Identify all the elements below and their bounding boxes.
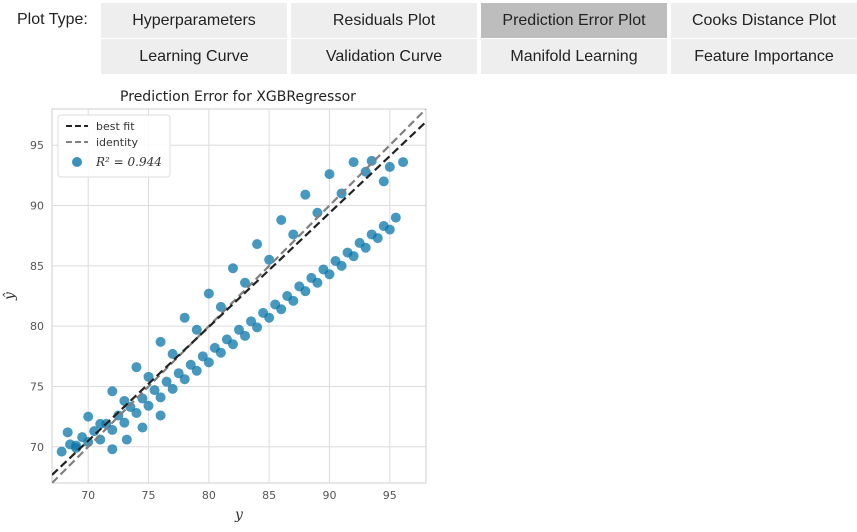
x-tick-label: 85 — [262, 489, 276, 502]
best-fit-line — [52, 121, 426, 476]
y-tick-label: 75 — [30, 380, 44, 393]
scatter-point — [131, 362, 142, 373]
scatter-point — [384, 161, 395, 172]
scatter-point — [56, 446, 67, 457]
scatter-point — [137, 422, 148, 433]
scatter-point — [300, 189, 311, 200]
prediction-error-chart: Prediction Error for XGBRegressor 70 75 80… — [0, 82, 440, 528]
x-tick-label: 95 — [383, 489, 397, 502]
legend-identity-label: identity — [96, 136, 138, 149]
scatter-point — [95, 418, 106, 429]
option-validation-curve[interactable]: Validation Curve — [291, 39, 477, 74]
scatter-point — [336, 260, 347, 271]
scatter-point — [227, 263, 238, 274]
scatter-point — [215, 347, 226, 358]
scatter-point — [155, 410, 166, 421]
scatter-point — [119, 417, 130, 428]
legend-box — [57, 114, 171, 178]
scatter-point — [121, 434, 132, 445]
scatter-point — [83, 411, 94, 422]
scatter-point — [71, 440, 82, 451]
scatter-point — [131, 408, 142, 419]
legend-r2-label: R² = 0.944 — [95, 155, 162, 169]
scatter-point — [215, 301, 226, 312]
x-tick-label: 80 — [202, 489, 216, 502]
scatter-point — [149, 385, 160, 396]
scatter-point — [191, 324, 202, 335]
scatter-point — [155, 336, 166, 347]
scatter-point — [372, 233, 383, 244]
legend-points-swatch — [72, 157, 82, 167]
scatter-point — [107, 444, 118, 455]
plot-type-toggle-group: Hyperparameters Residuals Plot Predictio… — [101, 3, 857, 74]
scatter-point — [203, 288, 214, 299]
scatter-point — [276, 214, 287, 225]
legend-best-fit-label: best fit — [96, 120, 135, 133]
x-tick-label: 70 — [81, 489, 95, 502]
scatter-point — [324, 269, 335, 280]
option-feature-importance[interactable]: Feature Importance — [671, 39, 857, 74]
scatter-point — [191, 365, 202, 376]
scatter-point — [203, 357, 214, 368]
scatter-point — [390, 212, 401, 223]
y-tick-label: 70 — [30, 441, 44, 454]
option-hyperparameters[interactable]: Hyperparameters — [101, 3, 287, 38]
y-tick-label: 95 — [30, 139, 44, 152]
scatter-point — [179, 374, 190, 385]
option-manifold-learning[interactable]: Manifold Learning — [481, 39, 667, 74]
scatter-point — [264, 254, 275, 265]
option-prediction-error-plot[interactable]: Prediction Error Plot — [481, 3, 667, 38]
y-tick-label: 85 — [30, 260, 44, 273]
y-tick-label: 80 — [30, 320, 44, 333]
scatter-point — [378, 176, 389, 187]
tick-labels: 70 75 80 85 90 95 70 75 80 85 90 95 — [30, 139, 397, 502]
x-tick-label: 90 — [322, 489, 336, 502]
option-residuals-plot[interactable]: Residuals Plot — [291, 3, 477, 38]
chart-title: Prediction Error for XGBRegressor — [120, 89, 356, 105]
plot-type-label: Plot Type: — [17, 11, 88, 28]
scatter-point — [398, 157, 409, 168]
identity-line — [52, 109, 426, 483]
scatter-point — [167, 348, 178, 359]
scatter-point — [360, 166, 371, 177]
scatter-point — [366, 155, 377, 166]
reference-lines — [52, 109, 426, 483]
scatter-point — [276, 304, 287, 315]
scatter-point — [155, 392, 166, 403]
scatter-point — [348, 157, 359, 168]
scatter-point — [384, 224, 395, 235]
scatter-points — [56, 155, 409, 457]
scatter-point — [264, 312, 275, 323]
scatter-point — [300, 286, 311, 297]
scatter-point — [252, 322, 263, 333]
scatter-point — [143, 400, 154, 411]
scatter-point — [143, 371, 154, 382]
scatter-point — [179, 312, 190, 323]
scatter-point — [312, 277, 323, 288]
scatter-point — [288, 229, 299, 240]
scatter-point — [227, 339, 238, 350]
option-learning-curve[interactable]: Learning Curve — [101, 39, 287, 74]
scatter-point — [252, 239, 263, 250]
scatter-point — [107, 424, 118, 435]
scatter-point — [240, 330, 251, 341]
y-axis-label: ŷ — [1, 291, 18, 301]
scatter-point — [288, 295, 299, 306]
scatter-point — [324, 169, 335, 180]
scatter-point — [167, 383, 178, 394]
legend: best fit identity R² = 0.944 — [57, 114, 171, 178]
x-tick-label: 75 — [142, 489, 156, 502]
scatter-point — [161, 376, 172, 387]
chart-svg: Prediction Error for XGBRegressor 70 75 80… — [1, 89, 427, 523]
x-axis-label: y — [234, 507, 244, 523]
scatter-point — [62, 427, 73, 438]
scatter-point — [348, 251, 359, 262]
scatter-point — [360, 242, 371, 253]
option-cooks-distance-plot[interactable]: Cooks Distance Plot — [671, 3, 857, 38]
scatter-point — [240, 277, 251, 288]
y-tick-label: 90 — [30, 200, 44, 213]
scatter-point — [107, 386, 118, 397]
